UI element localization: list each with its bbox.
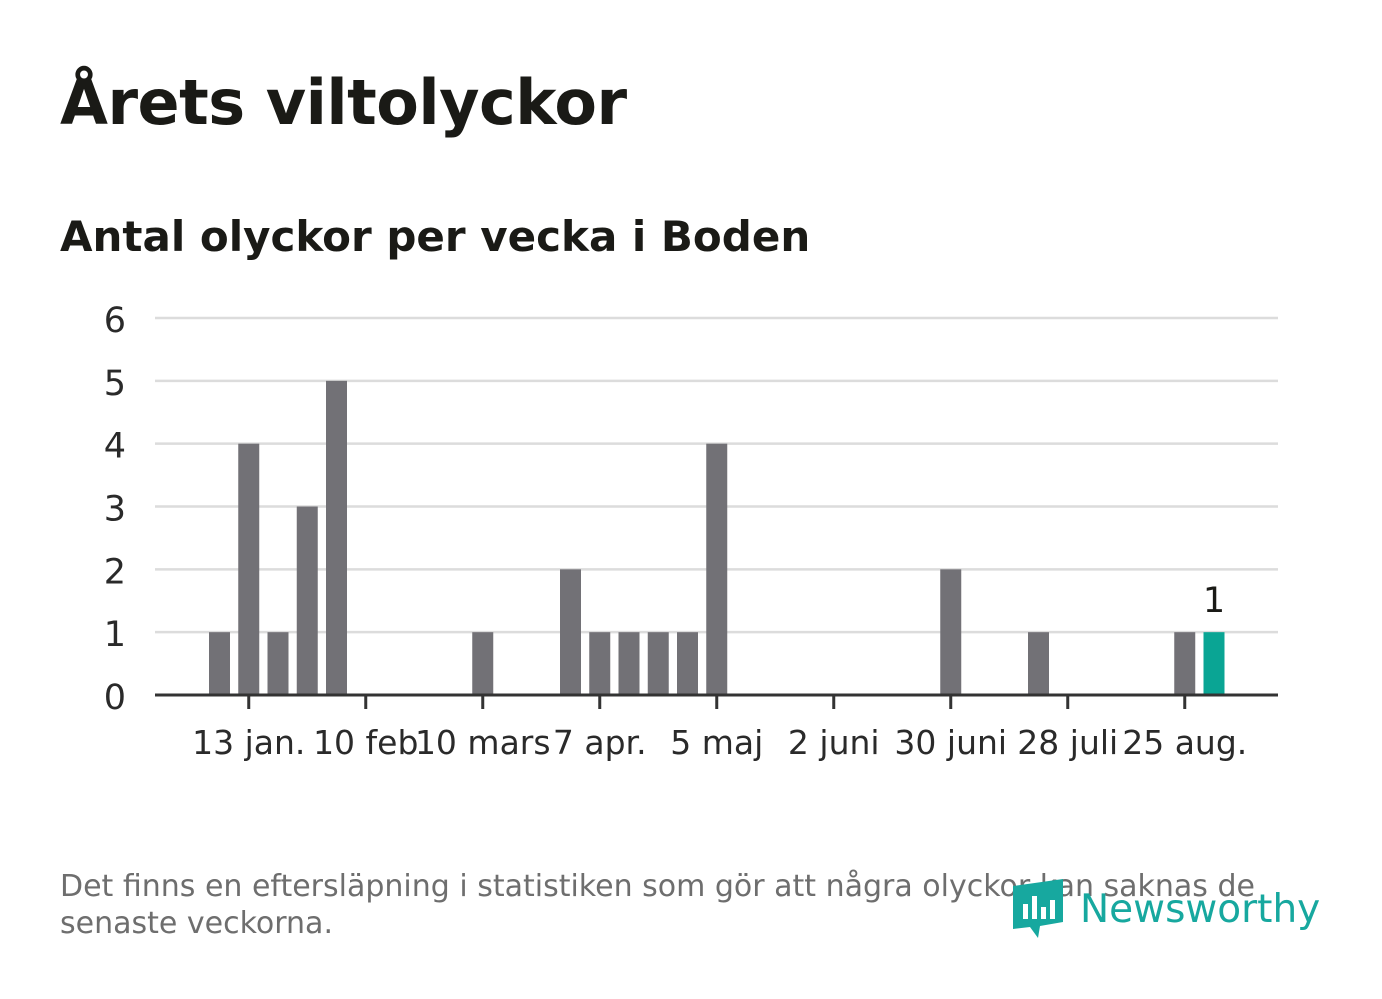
bar bbox=[647, 632, 669, 695]
bar bbox=[1028, 632, 1049, 695]
bar bbox=[589, 632, 611, 695]
x-tick-label: 30 juni bbox=[894, 723, 1007, 762]
y-tick-label: 2 bbox=[104, 552, 126, 592]
highlight-value-label: 1 bbox=[1203, 581, 1225, 621]
bar bbox=[472, 632, 494, 695]
x-tick-label: 28 juli bbox=[1017, 723, 1118, 762]
bar bbox=[618, 632, 640, 695]
y-tick-label: 0 bbox=[104, 678, 126, 718]
logo-text: Newsworthy bbox=[1080, 886, 1321, 932]
x-tick-label: 2 juni bbox=[788, 723, 880, 762]
y-tick-label: 5 bbox=[104, 364, 126, 404]
y-tick-label: 6 bbox=[104, 301, 126, 341]
chart-subtitle: Antal olyckor per vecka i Boden bbox=[60, 212, 811, 261]
bar bbox=[677, 632, 698, 695]
bar bbox=[1174, 632, 1196, 695]
bar bbox=[209, 632, 230, 695]
x-tick-label: 7 apr. bbox=[553, 723, 647, 762]
bar bbox=[706, 443, 728, 695]
newsworthy-logo: Newsworthy bbox=[1010, 876, 1330, 942]
bar bbox=[326, 380, 347, 695]
bar bbox=[238, 443, 260, 695]
bar bbox=[267, 632, 289, 695]
highlight-bar bbox=[1203, 632, 1225, 695]
y-tick-label: 3 bbox=[104, 490, 126, 530]
bar bbox=[296, 506, 318, 695]
bar bbox=[560, 569, 581, 695]
x-tick-label: 10 feb bbox=[313, 723, 418, 762]
y-tick-label: 4 bbox=[104, 427, 126, 467]
x-tick-label: 25 aug. bbox=[1122, 723, 1247, 762]
bar bbox=[940, 569, 962, 695]
x-tick-label: 5 maj bbox=[670, 723, 763, 762]
x-tick-label: 10 mars bbox=[415, 723, 551, 762]
newsworthy-logo-icon bbox=[1013, 879, 1063, 938]
chart-title: Årets viltolyckor bbox=[60, 66, 627, 139]
y-tick-label: 1 bbox=[104, 615, 126, 655]
x-tick-label: 13 jan. bbox=[192, 723, 305, 762]
